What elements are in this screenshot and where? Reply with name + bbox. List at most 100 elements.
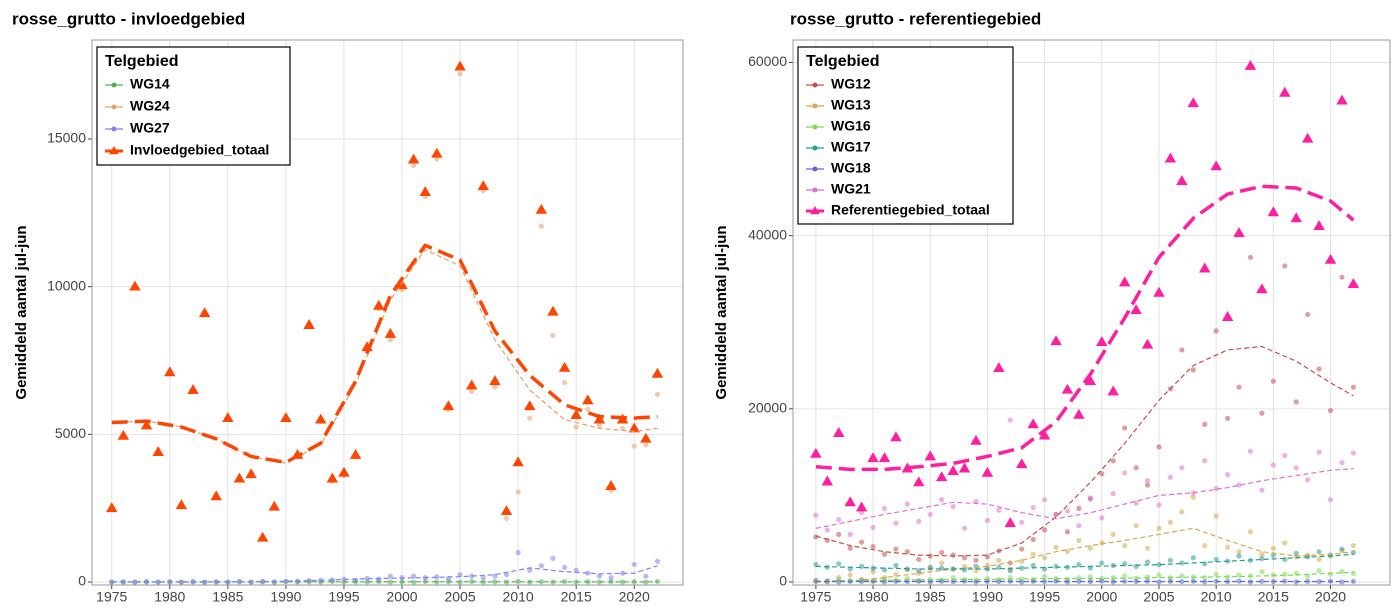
y-tick-label: 5000 xyxy=(55,425,86,441)
data-point xyxy=(859,563,865,569)
data-point xyxy=(1224,472,1231,478)
x-tick-label: 2020 xyxy=(619,589,650,603)
data-point xyxy=(187,384,199,394)
data-point xyxy=(1176,175,1188,186)
data-point xyxy=(222,412,234,423)
data-point xyxy=(996,507,1002,513)
data-point xyxy=(1293,465,1299,471)
data-point xyxy=(1336,94,1348,105)
y-tick-label: 10000 xyxy=(47,277,86,293)
data-point xyxy=(824,527,830,533)
data-point xyxy=(1118,276,1131,287)
x-tick-label: 2010 xyxy=(503,589,534,603)
data-point xyxy=(1339,546,1345,552)
data-point xyxy=(1087,545,1093,551)
data-point xyxy=(1282,540,1288,546)
data-point xyxy=(492,579,498,585)
data-point xyxy=(1122,573,1128,579)
data-point xyxy=(643,573,649,579)
data-point xyxy=(847,572,853,578)
trend-line xyxy=(111,565,658,583)
data-point xyxy=(881,505,888,511)
data-point xyxy=(939,560,945,566)
data-point xyxy=(1316,549,1322,555)
data-point xyxy=(457,572,463,578)
data-point xyxy=(326,472,339,483)
data-point xyxy=(1133,563,1139,569)
data-point xyxy=(893,546,899,552)
data-point xyxy=(1244,59,1257,70)
data-point xyxy=(1282,452,1288,459)
data-point xyxy=(1064,508,1071,514)
data-point xyxy=(1019,579,1025,585)
data-point xyxy=(1316,366,1322,372)
data-point xyxy=(1167,519,1174,525)
data-point xyxy=(1007,568,1013,574)
data-point xyxy=(465,379,478,390)
data-point xyxy=(515,489,521,495)
data-point xyxy=(1202,458,1208,464)
data-point xyxy=(1167,474,1174,480)
data-point xyxy=(1282,571,1288,577)
x-tick-label: 1975 xyxy=(96,589,127,603)
data-point xyxy=(1073,408,1085,419)
legend-marker xyxy=(812,103,818,109)
data-point xyxy=(847,545,853,551)
data-point xyxy=(503,572,510,578)
data-point xyxy=(620,425,626,432)
data-point xyxy=(1076,505,1082,511)
data-point xyxy=(640,432,652,443)
data-point xyxy=(431,147,443,158)
data-point xyxy=(1259,568,1265,575)
data-point xyxy=(901,462,914,473)
data-point xyxy=(561,564,568,570)
legend-marker xyxy=(812,124,818,130)
data-point xyxy=(821,475,834,486)
data-point xyxy=(1339,459,1345,466)
data-point xyxy=(1156,562,1162,568)
legend-marker xyxy=(111,104,117,110)
legend-label: WG14 xyxy=(130,76,170,92)
plot-border xyxy=(792,39,1391,586)
data-point xyxy=(996,578,1002,585)
data-point xyxy=(1316,578,1322,585)
data-point xyxy=(492,384,498,390)
data-point xyxy=(1179,509,1185,515)
data-point xyxy=(561,380,568,386)
data-point xyxy=(1179,465,1185,471)
data-point xyxy=(1202,543,1208,549)
data-point xyxy=(1224,415,1231,421)
data-point xyxy=(315,413,327,424)
legend-label: Invloedgebied_totaal xyxy=(130,142,269,158)
x-tick-label: 1995 xyxy=(1029,589,1060,603)
data-point xyxy=(605,480,617,490)
data-point xyxy=(411,162,417,169)
legend-label: WG12 xyxy=(831,76,871,92)
legend-title: Telgebied xyxy=(806,53,880,70)
data-point xyxy=(1110,531,1116,537)
data-point xyxy=(1259,555,1265,562)
data-point xyxy=(631,443,637,449)
legend-box xyxy=(797,46,1014,225)
data-point xyxy=(1096,336,1108,347)
data-point xyxy=(178,579,185,585)
y-tick-label: 40000 xyxy=(748,226,787,242)
data-point xyxy=(515,578,521,585)
data-point xyxy=(524,400,536,411)
data-point xyxy=(550,555,556,562)
data-point xyxy=(1327,497,1334,503)
data-point xyxy=(407,153,420,164)
data-point xyxy=(893,562,899,569)
data-point xyxy=(870,524,876,531)
data-point xyxy=(1144,545,1151,551)
data-point xyxy=(245,468,257,479)
legend-label: WG17 xyxy=(831,139,871,155)
data-point xyxy=(1144,478,1151,484)
legend-label: WG21 xyxy=(831,181,871,197)
data-point xyxy=(1350,450,1357,456)
data-point xyxy=(1313,220,1325,231)
data-point xyxy=(515,549,521,556)
data-point xyxy=(1247,254,1254,260)
data-point xyxy=(268,500,280,511)
data-point xyxy=(1233,227,1245,237)
